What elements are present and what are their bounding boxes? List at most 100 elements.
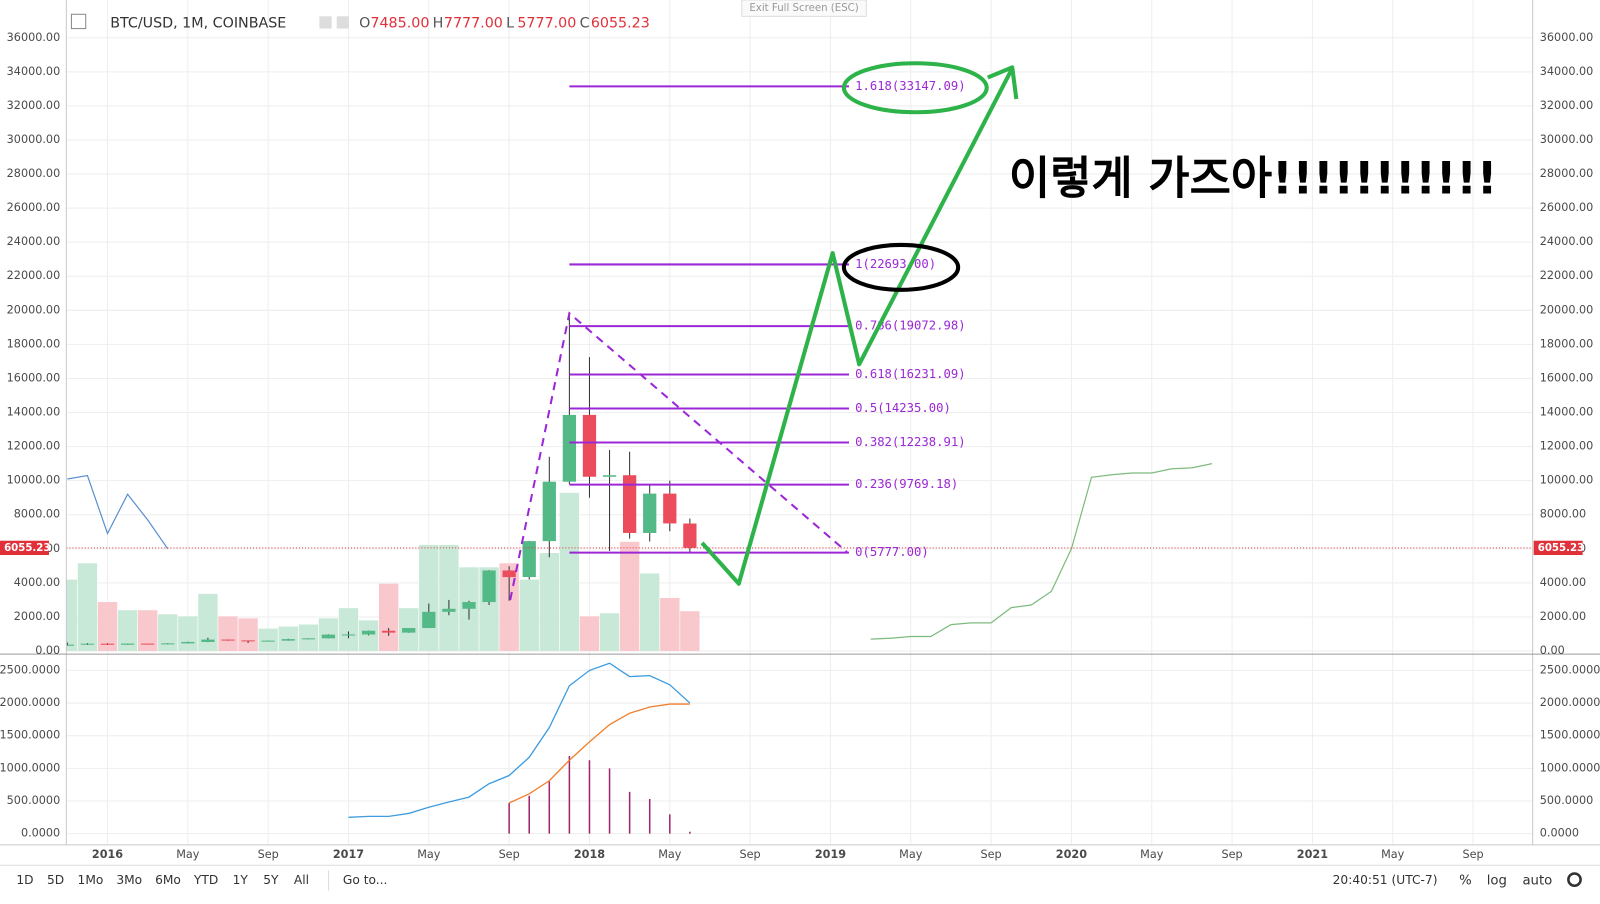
range-button[interactable]: 3Mo <box>116 873 142 887</box>
ohlc-value: 7777.00 <box>444 15 503 31</box>
header: BTC/USD, 1M, COINBASE Exit Full Screen (… <box>70 0 867 31</box>
time-label: 2017 <box>333 848 364 861</box>
settings-button[interactable] <box>1567 872 1582 887</box>
candle-body <box>422 611 436 629</box>
y-tick-label: 0.0000 <box>21 827 60 840</box>
volume-bar <box>178 616 198 652</box>
y-tick-label-right: 34000.00 <box>1540 65 1594 78</box>
y-tick-label-right: 1000.0000 <box>1540 761 1600 774</box>
fib-level-label: 0.236(9769.18) <box>855 477 958 491</box>
volume-bar <box>619 541 640 652</box>
clock: 20:40:51 (UTC-7) <box>1333 873 1438 887</box>
volume-bar <box>378 583 399 652</box>
fib-level-label: 1(22693.00) <box>855 257 936 271</box>
candle-body <box>201 639 215 642</box>
range-button[interactable]: 5D <box>47 873 64 887</box>
time-label: 2018 <box>574 848 605 861</box>
volume-bar <box>640 573 660 652</box>
range-button[interactable]: 6Mo <box>155 873 181 887</box>
y-tick-label: 16000.00 <box>7 371 61 384</box>
time-label: Sep <box>499 848 520 861</box>
goto-button[interactable]: Go to... <box>343 873 388 887</box>
time-label: 2021 <box>1297 848 1328 861</box>
axes: 2016 May Sep 2017 May Sep 2018 May Sep 2019 May Sep… <box>0 0 1600 866</box>
fib-level-label: 1.618(33147.09) <box>855 79 965 93</box>
grid <box>66 0 1533 845</box>
time-label: May <box>658 848 682 861</box>
y-tick-label-right: 14000.00 <box>1540 406 1594 419</box>
y-tick-label-right: 2500.0000 <box>1540 663 1600 676</box>
range-button[interactable]: All <box>294 873 309 887</box>
overlay-line <box>870 463 1213 640</box>
y-tick-label: 10000.00 <box>7 474 61 487</box>
candle-body <box>562 414 577 482</box>
candle-body <box>341 634 356 636</box>
y-tick-label: 2000.0000 <box>0 696 60 709</box>
time-label: May <box>899 848 923 861</box>
ohlc-value: 7485.00 <box>370 15 429 31</box>
hide-icon[interactable] <box>336 16 349 29</box>
candle-body <box>522 541 536 578</box>
exit-fullscreen[interactable] <box>741 0 867 17</box>
y-tick-label: 32000.00 <box>7 99 61 112</box>
scale-option[interactable]: % <box>1459 874 1472 889</box>
range-button[interactable]: 5Y <box>263 873 279 887</box>
range-button[interactable]: 1Mo <box>78 873 104 887</box>
candle-body <box>482 570 496 603</box>
volume-bar <box>66 579 78 652</box>
candle-body <box>141 643 155 645</box>
y-tick-label: 1500.0000 <box>0 729 60 742</box>
candle-body <box>542 481 556 542</box>
price-pane: 1.618(33147.09) 1(22693.00) 0.786(19072.98… <box>66 79 1533 652</box>
volume-bar <box>77 563 98 652</box>
candle-body <box>100 643 115 645</box>
scale-option[interactable]: auto <box>1522 874 1552 889</box>
volume-bar <box>97 602 118 652</box>
y-tick-label-right: 8000.00 <box>1540 508 1586 521</box>
fib-level-label: 0.786(19072.98) <box>855 319 965 333</box>
scale-option[interactable]: log <box>1487 874 1507 889</box>
y-tick-label: 30000.00 <box>7 133 61 146</box>
ohlc-value: 6055.23 <box>591 15 650 31</box>
candle-body <box>502 570 516 578</box>
candle-body <box>80 643 95 645</box>
range-button[interactable]: 1D <box>16 873 33 887</box>
volume-bar <box>238 618 258 652</box>
y-tick-label-right: 28000.00 <box>1540 167 1594 180</box>
range-button[interactable]: 1Y <box>233 873 249 887</box>
candle-body <box>462 602 476 609</box>
y-tick-label-right: 0.0000 <box>1540 827 1579 840</box>
y-tick-label: 24000.00 <box>7 235 61 248</box>
fib-level-label: 0.618(16231.09) <box>855 367 965 381</box>
expand-icon[interactable] <box>70 13 87 30</box>
y-tick-label: 8000.00 <box>14 508 60 521</box>
y-tick-label: 28000.00 <box>7 167 61 180</box>
y-tick-label-right: 24000.00 <box>1540 235 1594 248</box>
green-ellipse <box>841 61 989 115</box>
y-tick-label: 4000.00 <box>14 576 60 589</box>
time-label: May <box>1140 848 1164 861</box>
candle-body <box>321 634 336 639</box>
symbol: BTC/USD, 1M, COINBASE <box>110 15 286 31</box>
y-tick-label-right: 20000.00 <box>1540 303 1594 316</box>
drawings: 이렇게 가즈아!!!!!!!!!!! <box>509 61 1497 601</box>
volume-bar <box>358 620 379 652</box>
y-tick-label: 1000.0000 <box>0 761 60 774</box>
volume-bar <box>338 608 359 652</box>
y-tick-label: 14000.00 <box>7 406 61 419</box>
last-price-tag <box>1533 540 1583 556</box>
y-tick-label-right: 12000.00 <box>1540 440 1594 453</box>
fib-level-label: 0(5777.00) <box>855 545 929 559</box>
volume-bar <box>258 628 278 652</box>
candle-body <box>120 643 135 645</box>
toolbar: 1D 5D 1Mo 3Mo 6Mo YTD 1Y 5Y All Go to... 20:40:51 … <box>16 870 1582 891</box>
y-tick-label-right: 1500.0000 <box>1540 729 1600 742</box>
y-tick-label-right: 2000.00 <box>1540 610 1586 623</box>
range-button[interactable]: YTD <box>193 873 218 887</box>
settings-icon[interactable] <box>319 16 332 29</box>
volume-bar <box>419 544 439 652</box>
volume-bar <box>439 544 459 652</box>
last-price-label: 6055.23 <box>1538 543 1584 554</box>
